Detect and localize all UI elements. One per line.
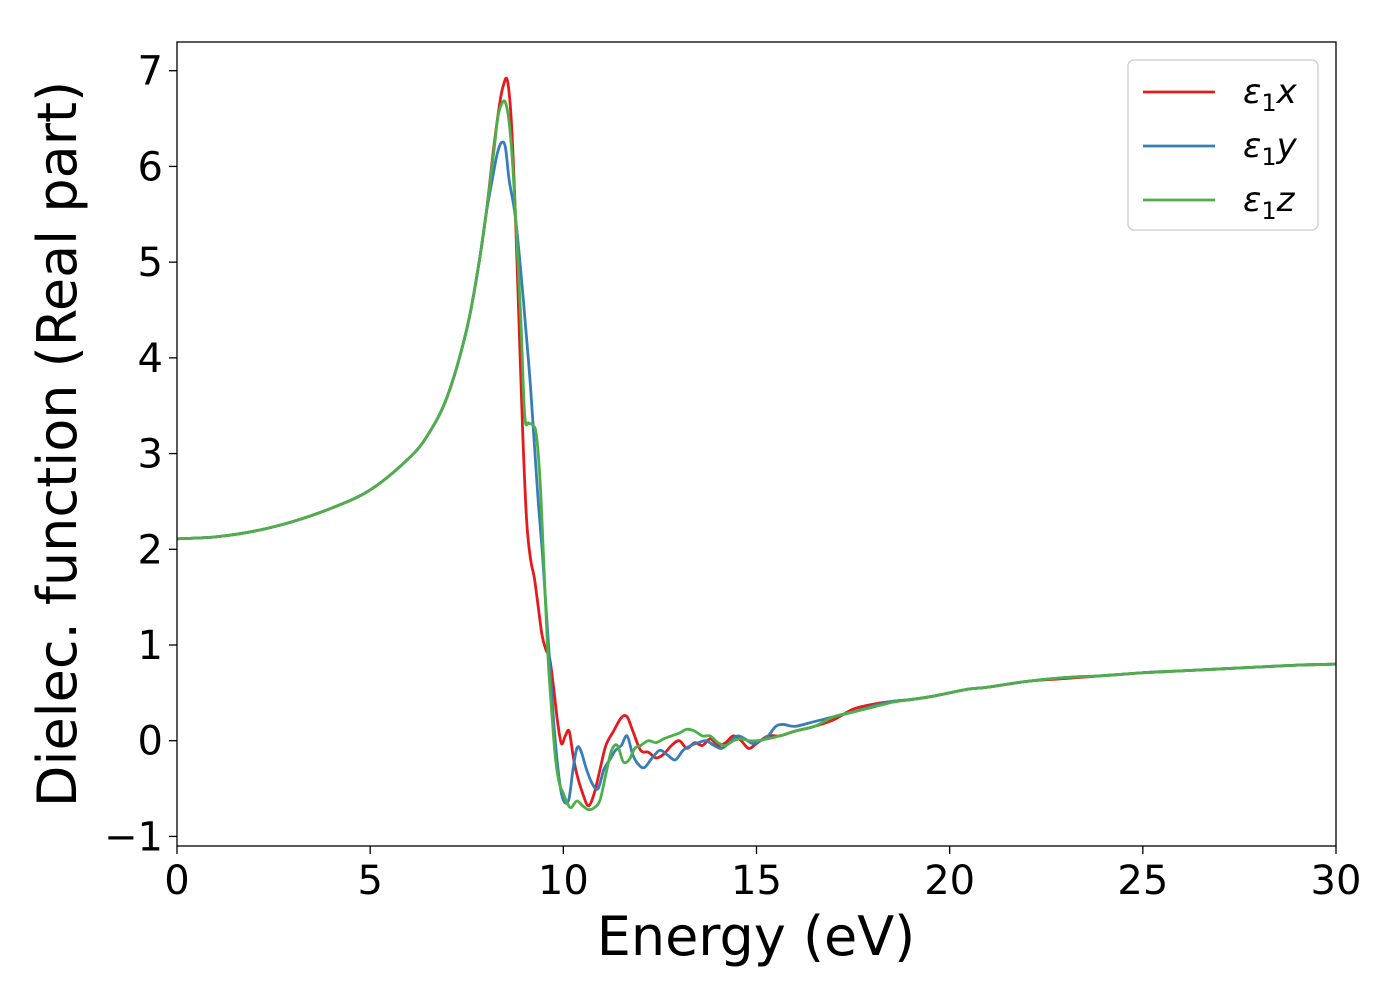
y-tick-label: 6 xyxy=(138,144,163,190)
legend-label-x: ε1x xyxy=(1243,72,1298,117)
x-tick-label: 10 xyxy=(538,858,589,904)
legend-label-z: ε1z xyxy=(1243,180,1296,225)
x-tick-label: 30 xyxy=(1311,858,1362,904)
x-tick-label: 15 xyxy=(731,858,782,904)
y-axis-label: Dielec. function (Real part) xyxy=(26,81,89,807)
x-tick-label: 25 xyxy=(1117,858,1168,904)
x-tick-label: 5 xyxy=(357,858,382,904)
y-tick-label: 3 xyxy=(138,432,163,478)
x-axis: 0 5 10 15 20 25 30 xyxy=(164,846,1361,904)
legend: ε1x ε1y ε1z xyxy=(1127,59,1319,231)
y-tick-label: 4 xyxy=(138,336,163,382)
y-tick-label: 0 xyxy=(138,719,163,765)
x-axis-label: Energy (eV) xyxy=(597,905,916,968)
x-tick-label: 0 xyxy=(164,858,189,904)
x-tick-label: 20 xyxy=(924,858,975,904)
y-tick-label: 5 xyxy=(138,240,163,286)
y-axis: −1 0 1 2 3 4 5 6 7 xyxy=(104,49,177,860)
legend-label-y: ε1y xyxy=(1243,126,1298,171)
y-tick-label: 7 xyxy=(138,49,163,95)
series-lines xyxy=(177,76,1336,812)
y-tick-label: −1 xyxy=(104,814,163,860)
series-line-z xyxy=(177,99,1336,812)
legend-box xyxy=(1127,59,1319,231)
y-tick-label: 1 xyxy=(138,623,163,669)
y-tick-label: 2 xyxy=(138,527,163,573)
